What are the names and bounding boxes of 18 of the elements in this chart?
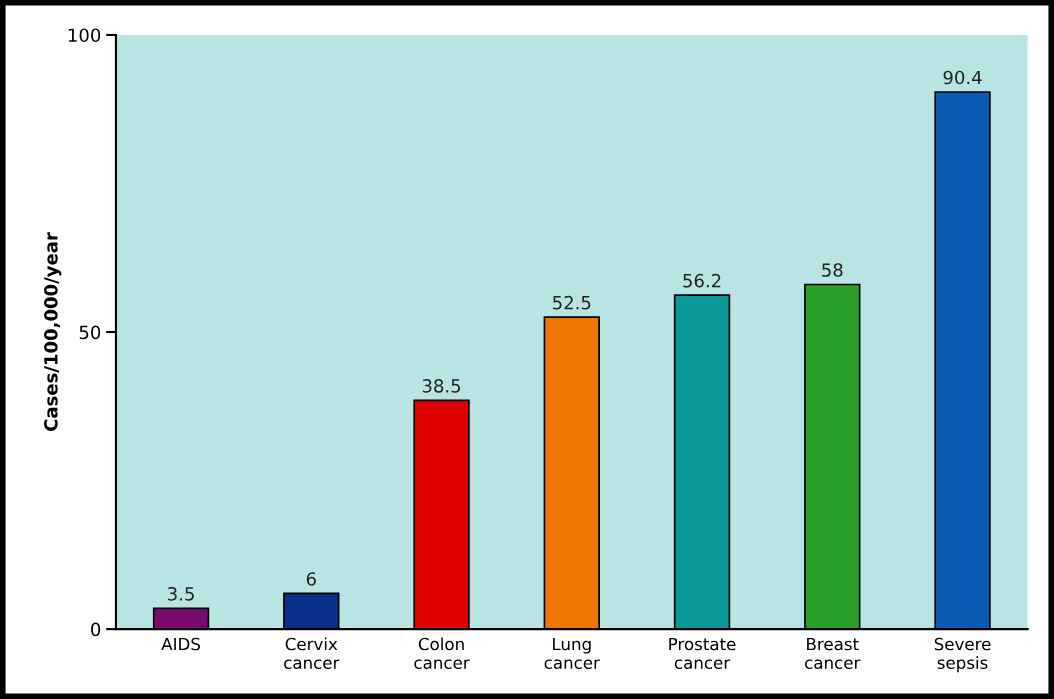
x-tick-label: Colon cancer	[414, 637, 470, 669]
y-axis-title: Cases/100,000/year	[44, 232, 62, 431]
y-tick-label: 50	[79, 325, 101, 340]
x-tick-label: AIDS	[161, 637, 200, 651]
x-tick-label: Prostate cancer	[669, 637, 736, 669]
data-label: 58	[822, 263, 843, 277]
y-tick-label: 100	[68, 28, 101, 43]
data-label: 56.2	[683, 273, 721, 288]
x-tick-label: Lung cancer	[544, 637, 600, 669]
x-tick-label: Breast cancer	[805, 637, 861, 669]
x-tick-label: Severe sepsis	[934, 637, 991, 673]
data-label: 90.4	[943, 70, 982, 85]
data-label: 52.5	[553, 295, 591, 310]
y-tick-label: 0	[91, 622, 101, 637]
data-label: 3.5	[168, 586, 194, 601]
data-label: 6	[306, 572, 316, 586]
data-label: 38.5	[422, 379, 461, 393]
x-tick-label: Cervix cancer	[284, 637, 340, 669]
